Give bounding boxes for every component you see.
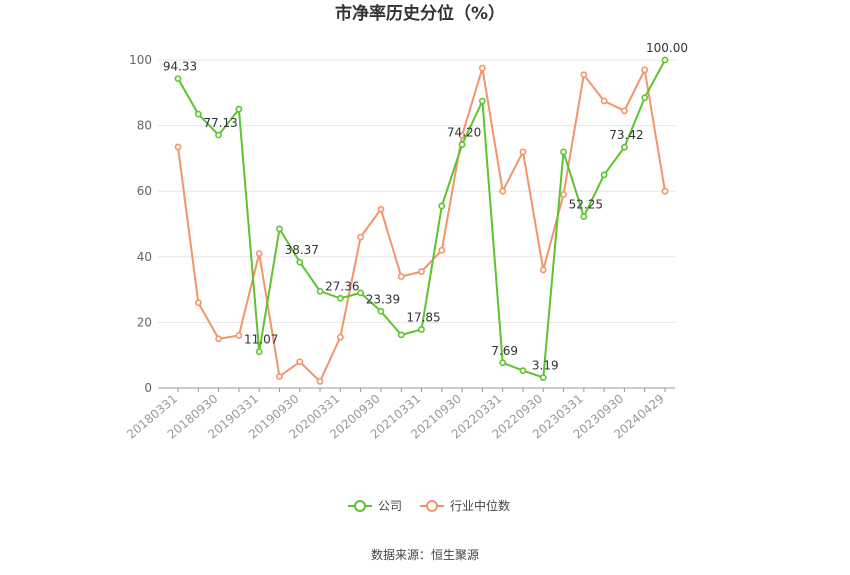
data-point [235, 332, 243, 339]
data-point [336, 333, 344, 341]
data-label: 23.39 [366, 292, 400, 306]
data-point [174, 143, 182, 151]
legend-label: 行业中位数 [450, 498, 510, 513]
data-point [560, 148, 567, 156]
data-point [580, 213, 588, 221]
data-point [519, 367, 527, 375]
data-point [539, 266, 547, 274]
y-tick-label: 60 [137, 184, 152, 198]
data-point [478, 64, 486, 72]
data-point [296, 258, 304, 266]
data-label: 7.69 [491, 344, 518, 358]
legend-item-1[interactable]: 行业中位数 [420, 498, 510, 513]
legend-item-0[interactable]: 公司 [348, 499, 402, 513]
data-point [621, 143, 628, 151]
data-label: 100.00 [646, 41, 688, 55]
data-point [600, 97, 608, 105]
legend-marker [426, 500, 438, 512]
data-point [641, 94, 649, 102]
data-label: 3.19 [532, 359, 559, 373]
y-axis-ticks: 0 20 40 60 80 100 [129, 53, 152, 395]
y-tick-label: 20 [137, 315, 152, 329]
data-point [499, 187, 507, 195]
data-labels: 94.33 77.13 11.07 38.37 27.36 23.39 17.85 74.20… [163, 41, 688, 373]
data-point [519, 148, 527, 156]
data-point [316, 287, 324, 295]
data-point [215, 131, 222, 139]
grid-lines [158, 59, 675, 323]
data-point [316, 378, 324, 385]
data-label: 52.25 [569, 198, 603, 212]
data-point [276, 373, 283, 380]
data-point [621, 107, 628, 115]
y-tick-label: 100 [129, 53, 152, 67]
data-point [235, 105, 243, 113]
data-point [418, 268, 425, 275]
data-point [336, 294, 344, 302]
data-point [255, 250, 263, 257]
data-point [397, 331, 405, 339]
y-tick-label: 80 [137, 119, 152, 133]
data-point [560, 191, 567, 198]
data-label: 77.13 [203, 116, 237, 130]
data-label: 27.36 [325, 279, 359, 293]
data-point [194, 110, 202, 118]
data-point [600, 171, 608, 179]
data-point [215, 335, 222, 343]
data-point [174, 75, 182, 82]
data-point [255, 348, 263, 356]
data-point [580, 71, 588, 79]
legend-label: 公司 [378, 499, 402, 513]
series-layer [174, 56, 669, 385]
data-label: 38.37 [285, 243, 319, 257]
data-point [418, 326, 425, 333]
data-point [478, 97, 486, 105]
data-point [661, 187, 669, 195]
y-tick-label: 0 [144, 381, 152, 395]
y-tick-label: 40 [137, 250, 152, 264]
legend-marker [354, 500, 366, 512]
data-label: 74.20 [447, 126, 481, 140]
data-point [296, 358, 304, 366]
data-point [661, 56, 669, 64]
data-point [397, 273, 405, 280]
data-label: 73.42 [609, 128, 643, 142]
data-point [458, 132, 466, 139]
x-axis: 2018033120180930201903312019093020200331… [124, 387, 675, 442]
data-point [438, 202, 446, 210]
data-label: 17.85 [406, 310, 440, 324]
data-point [438, 246, 446, 254]
data-point [458, 141, 466, 149]
legend[interactable]: 公司 行业中位数 [348, 498, 510, 513]
data-point [377, 307, 385, 315]
data-source: 数据来源：恒生聚源 [371, 547, 479, 562]
data-point [194, 299, 202, 307]
data-point [641, 66, 649, 74]
data-point [377, 205, 385, 213]
data-point [357, 233, 365, 241]
data-point [357, 289, 365, 297]
data-label: 11.07 [244, 333, 278, 347]
data-label: 94.33 [163, 60, 197, 74]
data-point [276, 225, 283, 233]
data-point [499, 359, 507, 367]
chart-title: 市净率历史分位（%） [335, 3, 505, 24]
data-point [539, 374, 547, 381]
